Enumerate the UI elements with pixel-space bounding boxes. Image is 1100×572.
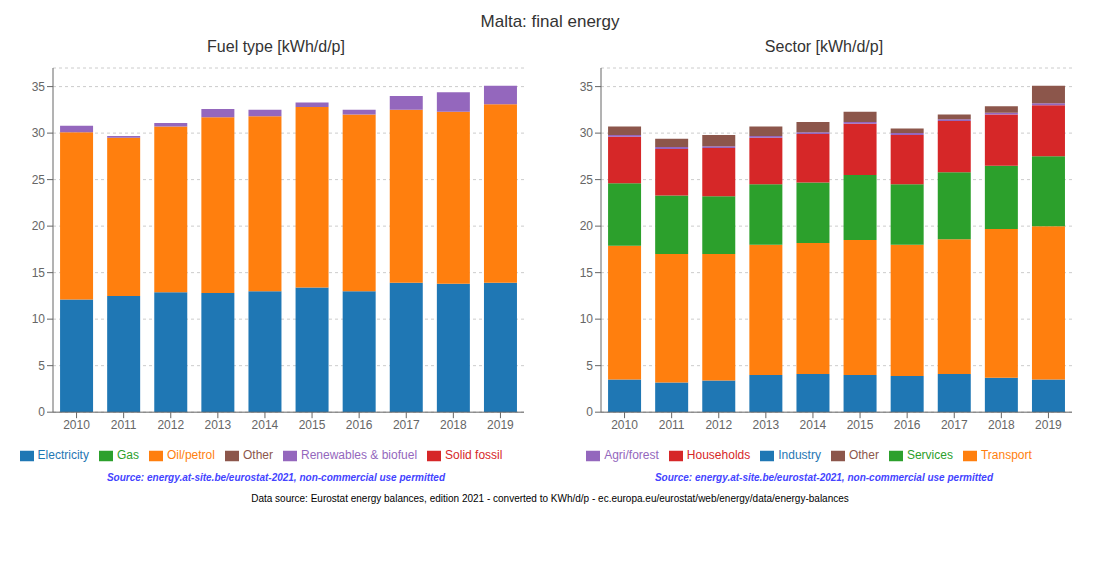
svg-text:2010: 2010 xyxy=(63,418,90,432)
svg-text:2010: 2010 xyxy=(611,418,638,432)
html-text:Oil/petrol: Oil/petrol xyxy=(166,448,215,463)
svg-text:5: 5 xyxy=(586,359,593,373)
html-text:Electricity: Electricity xyxy=(37,448,89,463)
svg-text:2012: 2012 xyxy=(705,418,732,432)
svg-text:20: 20 xyxy=(580,219,594,233)
svg-text:20: 20 xyxy=(32,219,46,233)
svg-text:2019: 2019 xyxy=(487,418,514,432)
svg-text:0: 0 xyxy=(38,405,45,419)
svg-text:2013: 2013 xyxy=(204,418,231,432)
svg-text:35: 35 xyxy=(580,80,594,94)
svg-text:2014: 2014 xyxy=(252,418,279,432)
html-text:Other: Other xyxy=(243,448,273,463)
html-text:Malta: final energy: Malta: final energy xyxy=(480,12,620,31)
html-text:Services: Services xyxy=(906,448,953,463)
svg-text:10: 10 xyxy=(580,312,594,326)
svg-text:2011: 2011 xyxy=(111,418,137,432)
svg-text:2019: 2019 xyxy=(1035,418,1062,432)
html-text:Source: energy.at-site.be/euro: Source: energy.at-site.be/eurostat-2021,… xyxy=(107,472,445,483)
svg-text:30: 30 xyxy=(32,126,46,140)
html-text:Renewables & biofuel: Renewables & biofuel xyxy=(301,448,418,463)
svg-text:30: 30 xyxy=(580,126,594,140)
html-text:Agri/forest: Agri/forest xyxy=(604,448,659,463)
svg-text:2017: 2017 xyxy=(941,418,968,432)
svg-text:35: 35 xyxy=(32,80,46,94)
svg-text:0: 0 xyxy=(586,405,593,419)
svg-text:2017: 2017 xyxy=(393,418,420,432)
html-text:Data source: Eurostat energy b: Data source: Eurostat energy balances, e… xyxy=(251,493,849,504)
svg-text:2011: 2011 xyxy=(659,418,685,432)
svg-text:2013: 2013 xyxy=(752,418,779,432)
svg-text:25: 25 xyxy=(32,173,46,187)
html-text:Households: Households xyxy=(686,448,751,463)
svg-text:2015: 2015 xyxy=(299,418,326,432)
html-text:Solid fossil: Solid fossil xyxy=(445,448,503,463)
html-text:Source: energy.at-site.be/euro: Source: energy.at-site.be/eurostat-2021,… xyxy=(655,472,993,483)
svg-text:10: 10 xyxy=(32,312,46,326)
svg-text:15: 15 xyxy=(580,266,594,280)
html-text:Industry: Industry xyxy=(778,448,821,463)
svg-text:25: 25 xyxy=(580,173,594,187)
svg-text:2018: 2018 xyxy=(988,418,1015,432)
svg-text:2015: 2015 xyxy=(847,418,874,432)
svg-text:2014: 2014 xyxy=(800,418,827,432)
html-text:Transport: Transport xyxy=(980,448,1032,463)
html-text:Fuel type [kWh/d/p]: Fuel type [kWh/d/p] xyxy=(207,38,345,55)
svg-text:2018: 2018 xyxy=(440,418,467,432)
html-text:Other: Other xyxy=(848,448,879,463)
html-text:Gas: Gas xyxy=(116,448,139,463)
html-text:Sector [kWh/d/p]: Sector [kWh/d/p] xyxy=(764,38,884,55)
svg-text:15: 15 xyxy=(32,266,46,280)
svg-text:5: 5 xyxy=(38,359,45,373)
svg-text:2016: 2016 xyxy=(894,418,921,432)
svg-text:2012: 2012 xyxy=(157,418,184,432)
svg-text:2016: 2016 xyxy=(346,418,373,432)
